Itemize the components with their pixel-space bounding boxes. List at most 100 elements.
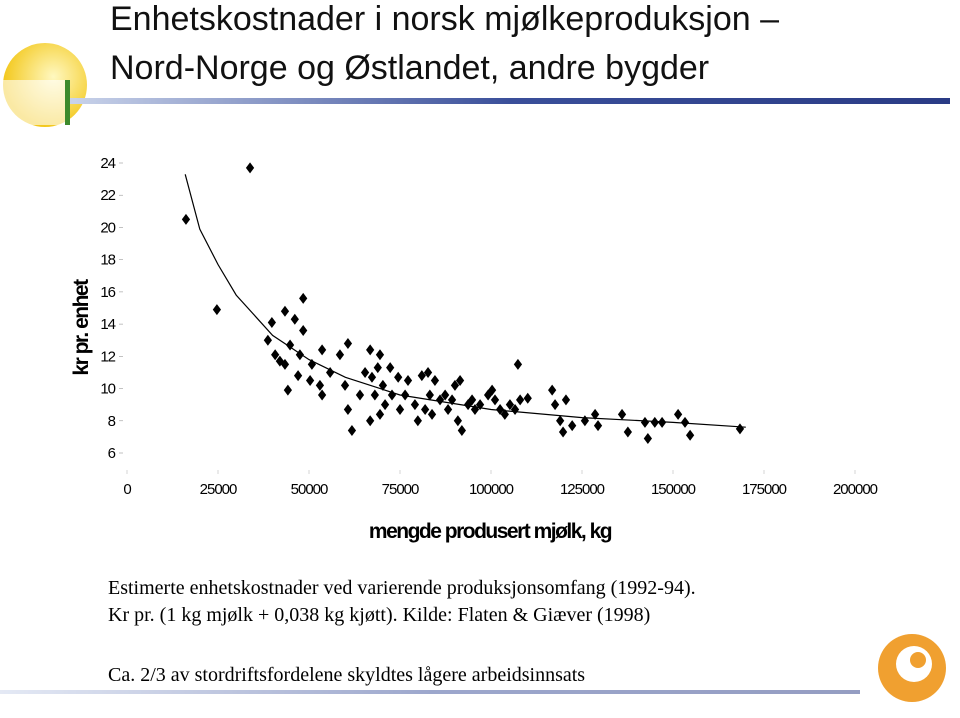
y-tick-label: 24 [100,155,115,172]
y-tick-label: 22 [100,187,115,204]
data-point [650,416,659,428]
data-point [735,423,745,435]
y-axis-label: kr pr. enhet [70,279,93,376]
data-point [568,420,577,432]
data-point [400,389,410,401]
decor [0,80,70,125]
x-tick-label: 75000 [382,481,419,498]
data-point [495,404,505,415]
y-tick-label: 20 [100,219,115,236]
data-point [317,344,327,356]
data-point [335,349,345,361]
data-point [450,379,460,391]
data-point [305,375,315,386]
data-point [360,366,370,378]
data-point [413,415,422,427]
data-point [355,389,365,401]
data-point [375,408,385,420]
data-point [505,399,515,411]
data-point [280,305,290,317]
data-point [423,366,433,378]
data-point [455,375,465,386]
x-tick-label: 200000 [833,481,878,498]
data-point [673,408,683,420]
data-point [550,399,560,411]
data-point [590,408,600,420]
y-tick-label: 6 [108,445,116,462]
data-point [386,362,395,374]
data-point [548,384,557,396]
data-point [325,366,335,378]
x-tick-label: 50000 [291,481,328,498]
data-point [245,162,255,174]
y-tick-label: 10 [100,381,115,398]
y-tick-label: 12 [100,348,115,365]
decor [65,80,70,125]
data-point [299,325,308,337]
caption: Kr pr. (1 kg mjølk + 0,038 kg kjøtt). Ki… [108,604,650,626]
data-point [435,394,445,406]
data-point [375,349,385,361]
x-tick-label: 100000 [469,481,514,498]
plot: 6 8 10 12 14 16 18 20 22 24 0 25000 50000 75000 100000… [100,155,878,498]
data-point [441,389,450,401]
y-tick-label: 16 [100,284,115,301]
y-tick-label: 18 [100,252,115,269]
data-point [271,349,280,361]
data-point [617,408,627,420]
data-point [293,370,303,382]
data-point [380,399,390,411]
slide-title: Enhetskostnader i norsk mjølkeproduksjon… [110,0,779,38]
data-point [427,408,437,420]
x-tick-label: 150000 [651,481,696,498]
data-point [343,404,353,415]
data-point [181,213,191,225]
title-rule [70,98,950,104]
caption: Estimerte enhetskostnader ved varierende… [108,577,696,599]
data-point [443,404,453,415]
data-point [523,392,532,404]
data-point [417,370,426,382]
data-point [490,394,500,406]
x-tick-label: 25000 [200,481,237,498]
data-point [580,415,590,427]
note: Ca. 2/3 av stordriftsfordelene skyldtes … [108,664,585,686]
x-tick-label: 125000 [560,481,605,498]
data-point [366,415,375,427]
trend-line [184,174,746,428]
data-point [280,358,290,370]
data-point [267,317,276,328]
data-point [366,344,375,356]
y-tick-label: 8 [108,413,116,430]
data-point [394,371,403,383]
data-point [263,334,272,346]
data-point [295,349,305,361]
data-point [403,375,413,386]
data-point [556,415,565,427]
footer-rule [0,690,860,694]
data-point [558,426,568,438]
data-point [373,362,382,374]
data-point [340,379,350,391]
data-point [685,429,695,441]
logo [910,652,926,668]
data-point [343,337,353,349]
data-point [283,384,293,396]
data-point [680,416,690,428]
data-point [467,394,477,406]
data-point [315,379,325,391]
x-tick-label: 175000 [742,481,787,498]
x-tick-label: 0 [123,481,131,498]
data-point [457,424,467,436]
data-point [370,389,380,401]
data-point [299,292,308,304]
data-point [640,416,650,428]
data-point [420,404,430,415]
data-point [410,399,420,411]
data-point [487,384,497,396]
data-point [212,304,222,316]
data-point [500,408,509,420]
data-point [623,426,632,438]
data-point [593,420,603,432]
slide-title: Nord-Norge og Østlandet, andre bygder [110,49,709,87]
